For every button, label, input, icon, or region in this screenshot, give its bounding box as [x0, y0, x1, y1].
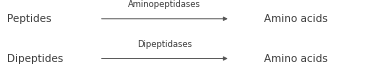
- Text: Amino acids: Amino acids: [264, 14, 327, 24]
- Text: Aminopeptidases: Aminopeptidases: [128, 0, 201, 9]
- Text: Peptides: Peptides: [7, 14, 52, 24]
- Text: Dipeptides: Dipeptides: [7, 53, 64, 64]
- Text: Dipeptidases: Dipeptidases: [137, 40, 192, 49]
- Text: Amino acids: Amino acids: [264, 53, 327, 64]
